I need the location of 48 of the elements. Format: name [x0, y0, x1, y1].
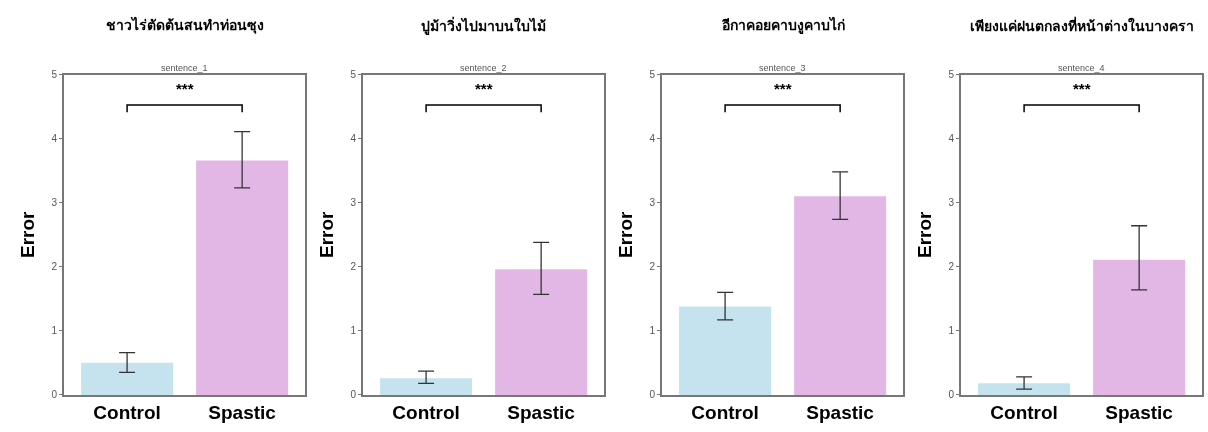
annotation: *** — [1073, 80, 1091, 97]
x-tick-label: Control — [93, 402, 161, 424]
y-tick-label: 4 — [948, 133, 955, 145]
y-tick-label: 5 — [948, 69, 955, 81]
y-tick-label: 4 — [350, 133, 357, 145]
chart-title: ปูม้าวิ่งไปมาบนใบไม้ — [421, 16, 546, 35]
y-tick-label: 2 — [51, 261, 58, 273]
y-tick-label: 2 — [350, 261, 357, 273]
x-tick-label: Control — [392, 402, 460, 424]
y-tick-label: 1 — [649, 325, 656, 337]
chart-title: เพียงแค่ฝนตกลงที่หน้าต่างในบางครา — [970, 16, 1194, 34]
y-tick-label: 4 — [51, 133, 58, 145]
x-tick-label: Spastic — [507, 402, 576, 424]
y-tick-label: 0 — [948, 389, 955, 401]
chart-subtitle: sentence_1 — [161, 63, 208, 73]
chart-subtitle: sentence_4 — [1058, 63, 1105, 73]
y-tick-label: 1 — [948, 325, 955, 337]
chart-subtitle: sentence_3 — [759, 63, 806, 73]
y-tick-label: 5 — [51, 69, 58, 81]
y-tick-label: 0 — [51, 389, 58, 401]
y-tick-label: 5 — [350, 69, 357, 81]
y-tick-label: 3 — [649, 197, 656, 209]
y-axis-title: Error — [315, 210, 337, 258]
y-tick-label: 5 — [649, 69, 656, 81]
y-tick-label: 1 — [350, 325, 357, 337]
annotation: *** — [176, 80, 194, 97]
y-tick-label: 0 — [649, 389, 656, 401]
y-axis-title: Error — [614, 210, 636, 258]
x-tick-label: Control — [691, 402, 759, 424]
chart-subtitle: sentence_2 — [460, 63, 507, 73]
y-tick-label: 3 — [948, 197, 955, 209]
x-tick-label: Spastic — [208, 402, 277, 424]
chart-title: อีกาคอยคาบงูคาบไก่ — [721, 16, 845, 34]
x-tick-label: Control — [990, 402, 1058, 424]
annotation: *** — [774, 80, 792, 97]
y-tick-label: 0 — [350, 389, 357, 401]
y-tick-label: 3 — [51, 197, 58, 209]
y-tick-label: 2 — [649, 261, 656, 273]
x-tick-label: Spastic — [806, 402, 875, 424]
chart-title: ชาวไร่ตัดต้นสนทำท่อนซุง — [106, 16, 264, 34]
y-tick-label: 1 — [51, 325, 58, 337]
annotation: *** — [475, 80, 493, 97]
y-tick-label: 2 — [948, 261, 955, 273]
y-tick-label: 4 — [649, 133, 656, 145]
y-tick-label: 3 — [350, 197, 357, 209]
y-axis-title: Error — [913, 210, 935, 258]
y-axis-title: Error — [16, 210, 38, 258]
x-tick-label: Spastic — [1105, 402, 1174, 424]
